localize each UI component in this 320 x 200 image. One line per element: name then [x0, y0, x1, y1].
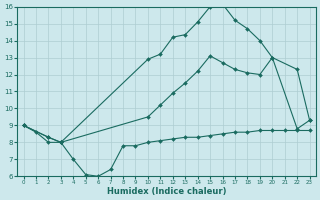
- X-axis label: Humidex (Indice chaleur): Humidex (Indice chaleur): [107, 187, 226, 196]
